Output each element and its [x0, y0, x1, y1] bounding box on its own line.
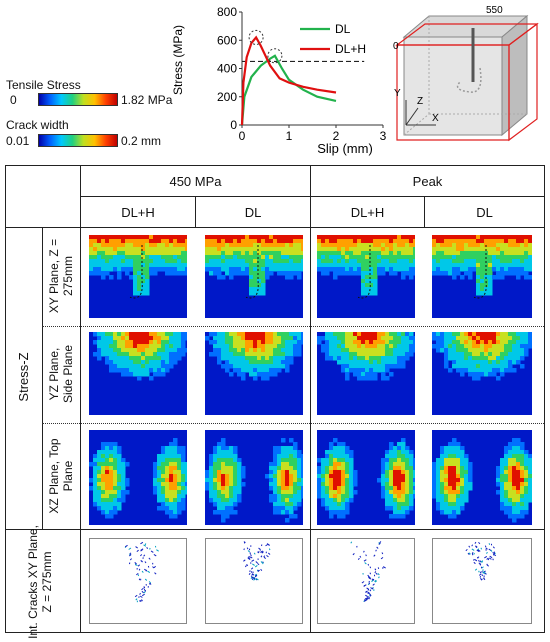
- crack-legend-title: Crack width: [6, 118, 69, 132]
- col-header-2: DL: [196, 205, 310, 220]
- row-label-cracks: Int. Cracks XY Plane, Z = 275mm: [26, 522, 54, 642]
- group-label-stress-z: Stress-Z: [17, 337, 31, 417]
- row-label-xz: XZ Plane, Top Plane: [47, 436, 75, 516]
- crack-legend-min: 0.01: [6, 134, 29, 148]
- panel-crack-3: [317, 538, 415, 624]
- axis-y: Y: [394, 88, 401, 99]
- x-tick-label: 3: [380, 129, 387, 143]
- series-line-dl-h: [242, 37, 336, 125]
- crack-legend-max: 0.2 mm: [121, 134, 161, 148]
- y-tick-label: 600: [217, 33, 237, 47]
- crack-colorbar: [38, 134, 118, 147]
- x-tick-label: 0: [239, 129, 246, 143]
- panel-xz-2: [205, 430, 303, 525]
- stress-legend-max: 1.82 MPa: [121, 93, 172, 107]
- x-axis-label: Slip (mm): [317, 141, 373, 156]
- legend-label: DL: [335, 22, 351, 36]
- zero-label: 0: [393, 41, 399, 52]
- stress-colorbar: [38, 93, 118, 106]
- axis-x: X: [432, 113, 439, 124]
- legend-label: DL+H: [335, 42, 366, 56]
- axis-z: Z: [417, 96, 423, 107]
- panel-xy-4: [432, 235, 532, 318]
- stress-legend-min: 0: [10, 93, 17, 107]
- chart-legend: DL DL+H: [300, 22, 366, 56]
- row-label-xy: XY Plane, Z = 275mm: [47, 236, 75, 316]
- col-header-1: DL+H: [81, 205, 195, 220]
- col-header-3: DL+H: [311, 205, 424, 220]
- panel-xy-1: [89, 235, 187, 318]
- panel-xy-2: [205, 235, 303, 318]
- row-label-yz: YZ Plane, Side Plane: [47, 334, 75, 414]
- y-tick-label: 800: [217, 5, 237, 19]
- panel-crack-2: [205, 538, 303, 624]
- specimen-schematic: 550 0 Y Z X: [392, 2, 548, 142]
- col-header-4: DL: [425, 205, 544, 220]
- panel-xy-3: [317, 235, 415, 318]
- y-tick-label: 0: [230, 118, 237, 132]
- panel-xz-1: [89, 430, 187, 525]
- x-tick-label: 1: [286, 129, 293, 143]
- y-axis-label: Stress (MPa): [171, 25, 185, 95]
- panel-xz-3: [317, 430, 415, 525]
- group-header-peak: Peak: [311, 174, 544, 189]
- y-tick-label: 400: [217, 62, 237, 76]
- panel-yz-4: [432, 332, 532, 415]
- stress-legend-title: Tensile Stress: [6, 78, 81, 92]
- y-tick-label: 200: [217, 90, 237, 104]
- dim-label: 550: [486, 5, 503, 16]
- panel-yz-2: [205, 332, 303, 415]
- panel-yz-1: [89, 332, 187, 415]
- panel-xz-4: [432, 430, 532, 525]
- group-header-450: 450 MPa: [81, 174, 310, 189]
- panel-crack-1: [89, 538, 187, 624]
- panel-crack-4: [432, 538, 532, 624]
- panel-yz-3: [317, 332, 415, 415]
